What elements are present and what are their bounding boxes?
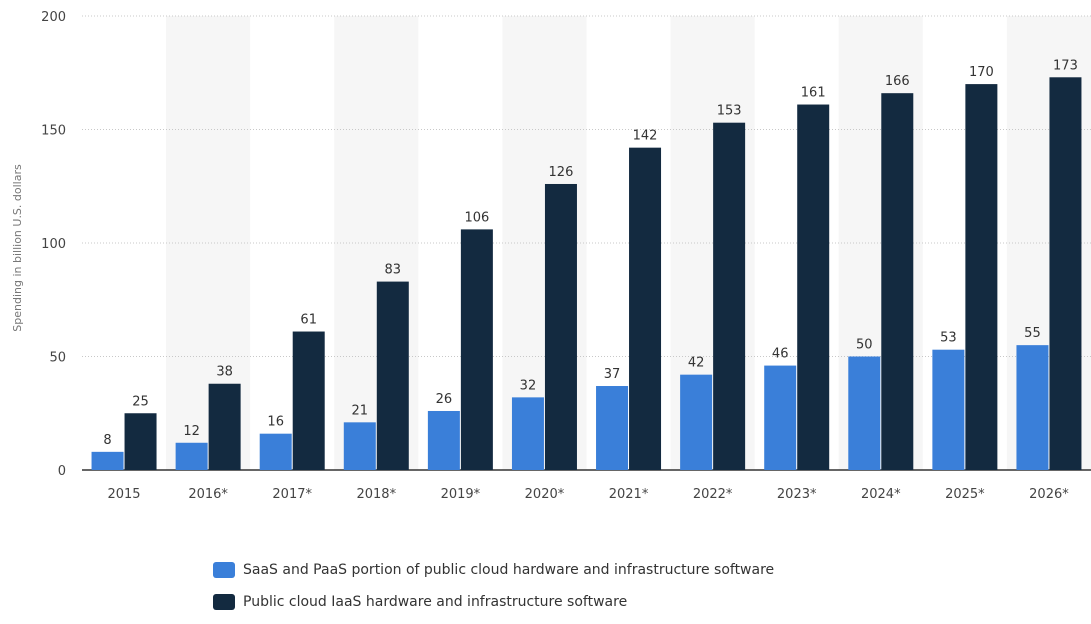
data-label: 26 xyxy=(436,392,453,407)
data-label: 8 xyxy=(103,433,111,448)
y-tick-label: 200 xyxy=(41,10,66,25)
data-label: 61 xyxy=(300,313,317,328)
bar[interactable] xyxy=(965,84,998,470)
x-tick-label: 2023* xyxy=(777,487,817,502)
x-tick-label: 2020* xyxy=(525,487,565,502)
bar[interactable] xyxy=(680,374,713,470)
bar[interactable] xyxy=(932,349,965,470)
data-label: 21 xyxy=(352,403,369,418)
data-label: 173 xyxy=(1053,58,1078,73)
bar[interactable] xyxy=(797,104,830,470)
x-tick-label: 2018* xyxy=(356,487,396,502)
bar[interactable] xyxy=(292,331,325,470)
bar[interactable] xyxy=(343,422,376,470)
data-label: 166 xyxy=(885,74,910,89)
y-tick-label: 0 xyxy=(58,464,66,479)
bar[interactable] xyxy=(124,413,157,470)
data-label: 106 xyxy=(464,210,489,225)
data-label: 161 xyxy=(801,86,826,101)
legend-item-saas-paas[interactable]: SaaS and PaaS portion of public cloud ha… xyxy=(213,560,774,580)
bar[interactable] xyxy=(175,442,208,470)
data-label: 32 xyxy=(520,378,537,393)
x-tick-label: 2025* xyxy=(945,487,985,502)
legend-label-iaas: Public cloud IaaS hardware and infrastru… xyxy=(243,594,628,610)
data-label: 142 xyxy=(633,129,658,144)
bar[interactable] xyxy=(1049,77,1082,470)
x-tick-label: 2015 xyxy=(107,487,140,502)
legend: SaaS and PaaS portion of public cloud ha… xyxy=(213,560,774,624)
bar[interactable] xyxy=(596,386,629,470)
data-label: 37 xyxy=(604,367,621,382)
bar[interactable] xyxy=(848,356,881,471)
x-tick-label: 2019* xyxy=(441,487,481,502)
data-label: 38 xyxy=(216,365,233,380)
data-label: 126 xyxy=(549,165,574,180)
bar[interactable] xyxy=(713,122,746,470)
bar[interactable] xyxy=(629,147,662,470)
x-axis-labels: 2015 2016* 2017* 2018* 2019* 2020* 2021* 2022* 2… xyxy=(107,487,1069,502)
bar[interactable] xyxy=(764,365,797,470)
data-label: 50 xyxy=(856,338,873,353)
bar[interactable] xyxy=(427,410,460,470)
data-label: 53 xyxy=(940,331,957,346)
bar[interactable] xyxy=(511,397,544,470)
data-label: 170 xyxy=(969,65,994,80)
x-tick-label: 2026* xyxy=(1029,487,1069,502)
bar[interactable] xyxy=(259,433,292,470)
bars: 8 12 16 21 26 32 37 42 46 50 53 55 25 38 61 83 106 126 142… xyxy=(91,58,1082,471)
data-label: 25 xyxy=(132,394,149,409)
y-tick-label: 50 xyxy=(49,351,66,366)
bar[interactable] xyxy=(1016,345,1049,470)
legend-item-iaas[interactable]: Public cloud IaaS hardware and infrastru… xyxy=(213,592,774,612)
bar[interactable] xyxy=(376,281,409,470)
data-label: 46 xyxy=(772,347,789,362)
x-tick-label: 2024* xyxy=(861,487,901,502)
bar[interactable] xyxy=(544,183,577,471)
data-label: 83 xyxy=(385,263,402,278)
x-tick-label: 2016* xyxy=(188,487,228,502)
y-tick-label: 100 xyxy=(41,237,66,252)
data-label: 153 xyxy=(717,104,742,119)
data-label: 16 xyxy=(267,415,284,430)
legend-swatch-saas-paas xyxy=(213,562,235,578)
bar[interactable] xyxy=(460,229,493,470)
y-axis-title: Spending in billion U.S. dollars xyxy=(11,164,24,332)
bar[interactable] xyxy=(881,93,914,471)
y-axis-ticks: 0 50 100 150 200 xyxy=(41,10,66,479)
x-tick-label: 2022* xyxy=(693,487,733,502)
y-tick-label: 150 xyxy=(41,124,66,139)
bar-chart: 0 50 100 150 200 8 12 16 21 26 32 37 42 46 50 53 55 25 38… xyxy=(11,10,1091,502)
data-label: 12 xyxy=(183,424,200,439)
data-label: 42 xyxy=(688,356,705,371)
gridlines xyxy=(82,15,1091,357)
x-tick-label: 2021* xyxy=(609,487,649,502)
data-label: 55 xyxy=(1024,326,1041,341)
legend-label-saas-paas: SaaS and PaaS portion of public cloud ha… xyxy=(243,562,775,578)
bar[interactable] xyxy=(91,451,124,470)
bar[interactable] xyxy=(208,383,241,470)
x-tick-label: 2017* xyxy=(272,487,312,502)
legend-swatch-iaas xyxy=(213,594,235,610)
